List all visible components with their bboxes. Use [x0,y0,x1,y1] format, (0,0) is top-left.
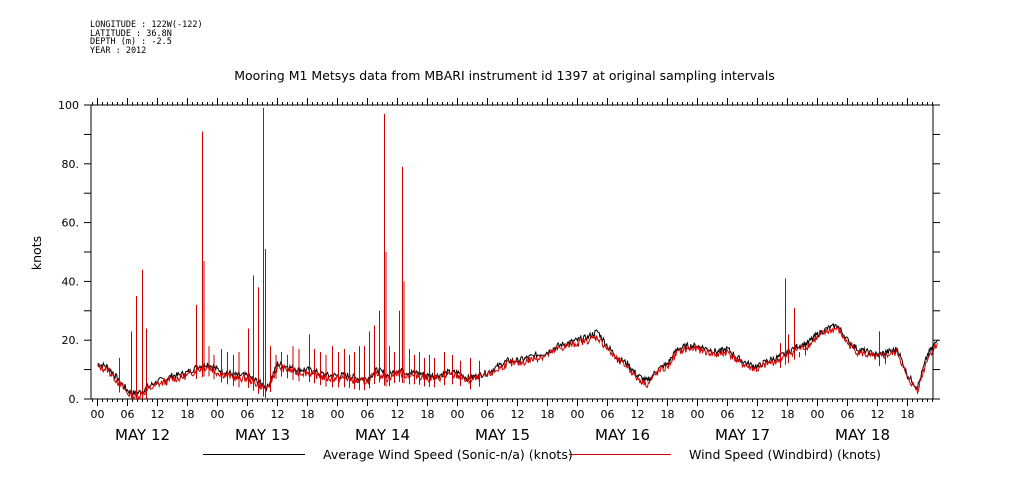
x-tick-label: 12 [871,408,885,421]
x-tick-label: 06 [481,408,495,421]
series-wind-speed-windbird [97,107,938,401]
x-tick-label: 06 [841,408,855,421]
year-label: YEAR : 2012 [90,45,147,56]
x-tick-label: 12 [271,408,285,421]
longitude-label: LONGITUDE : 122W(-122) [90,20,203,30]
day-label: MAY 18 [835,426,890,444]
depth-label: DEPTH (m) : -2.5 [90,37,172,48]
day-label: MAY 15 [475,426,530,444]
plot-border [90,104,934,400]
x-tick-label: 06 [121,408,135,421]
chart-title: Mooring M1 Metsys data from MBARI instru… [234,68,775,83]
x-tick-label: 00 [211,408,225,421]
x-tick-label: 06 [361,408,375,421]
legend-swatch-wind-speed-windbird [569,454,671,455]
x-tick-label: 06 [241,408,255,421]
x-tick-label: 00 [331,408,345,421]
x-tick-label: 06 [721,408,735,421]
x-tick-label: 18 [661,408,675,421]
x-tick-label: 00 [571,408,585,421]
series-average-wind-speed [97,322,938,396]
x-tick-label: 18 [301,408,315,421]
series-line-wind-speed-windbird [97,325,938,401]
y-tick-label: 100 [58,99,79,112]
y-tick-label: 0. [69,393,80,406]
y-axis-label: knots [29,236,44,270]
latitude-label: LATITUDE : 36.8N [90,28,172,39]
x-tick-label: 18 [181,408,195,421]
x-tick-label: 18 [421,408,435,421]
legend-swatch-average-wind-speed [203,454,305,455]
x-tick-label: 00 [91,408,105,421]
x-tick-label: 00 [811,408,825,421]
x-tick-label: 12 [151,408,165,421]
plot-frame [90,104,934,400]
x-tick-label: 00 [691,408,705,421]
axis-ticks [84,98,940,406]
x-tick-label: 18 [901,408,915,421]
day-label: MAY 14 [355,426,410,444]
y-tick-labels: 0. 20. 40. 60. 80. 100 [58,99,79,406]
day-label: MAY 12 [115,426,170,444]
x-tick-label: 12 [751,408,765,421]
legend-label-wind-speed-windbird: Wind Speed (Windbird) (knots) [689,447,881,462]
day-label: MAY 13 [235,426,290,444]
series-line-average-wind-speed [97,322,938,396]
metadata-block: LONGITUDE : 122W(-122) LATITUDE : 36.8N … [90,21,203,55]
legend-label-average-wind-speed: Average Wind Speed (Sonic-n/a) (knots) [323,447,573,462]
y-tick-label: 60. [62,217,80,230]
x-tick-label: 12 [391,408,405,421]
x-tick-label: 18 [541,408,555,421]
day-label: MAY 16 [595,426,650,444]
day-label: MAY 17 [715,426,770,444]
x-tick-label: 00 [451,408,465,421]
day-labels: MAY 12 MAY 13 MAY 14 MAY 15 MAY 16 MAY 17 MAY … [115,426,890,444]
y-tick-label: 20. [62,334,80,347]
x-tick-label: 18 [781,408,795,421]
x-tick-label: 12 [631,408,645,421]
x-tick-label: 06 [601,408,615,421]
y-tick-label: 40. [62,275,80,288]
x-tick-label: 12 [511,408,525,421]
x-tick-labels: 00 06 12 18 00 06 12 18 00 06 12 18 00 06 12 18 00 06 12 18… [91,408,915,421]
y-tick-label: 80. [62,158,80,171]
